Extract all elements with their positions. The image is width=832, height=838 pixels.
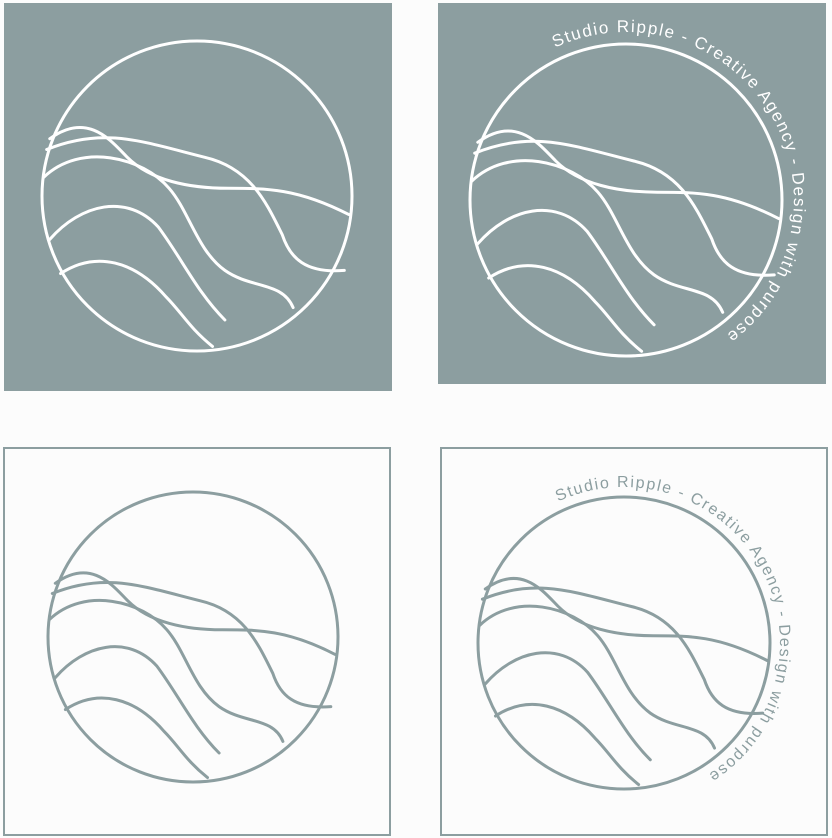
emblem-circle: [468, 42, 784, 358]
wave-lines-group: [470, 129, 781, 353]
wave-line-5: [59, 259, 214, 348]
wave-line-1: [53, 571, 337, 656]
wave-lines-group: [478, 576, 769, 787]
wave-line-3: [470, 159, 725, 314]
wave-emblem-svg: [40, 39, 354, 353]
emblem-circle: [46, 490, 340, 784]
wave-line-1: [48, 126, 351, 217]
wave-line-5: [63, 696, 209, 780]
wave-line-1: [476, 129, 781, 221]
wave-lines-group: [47, 571, 337, 780]
wave-line-4: [483, 651, 652, 762]
wave-emblem-svg: Studio Ripple - Creative Agency - Design…: [468, 17, 807, 358]
wave-line-3: [42, 155, 295, 310]
wave-line-4: [53, 645, 221, 755]
solid-logo-with-text-tile: Studio Ripple - Creative Agency - Design…: [438, 3, 826, 384]
wave-lines-group: [42, 126, 351, 348]
emblem-circle: [40, 39, 354, 353]
wave-line-2: [45, 136, 346, 273]
wave-emblem-svg: [46, 490, 340, 784]
emblem-circle: [476, 495, 772, 791]
wave-line-4: [48, 204, 227, 322]
wave-emblem-svg: Studio Ripple - Creative Agency - Design…: [476, 474, 791, 791]
wave-line-2: [50, 580, 333, 709]
wave-line-5: [494, 702, 641, 787]
wave-line-3: [47, 598, 285, 743]
solid-logo-mark-tile: [4, 3, 392, 391]
wave-line-2: [473, 139, 776, 277]
wave-line-1: [483, 576, 769, 662]
wave-line-3: [478, 604, 716, 750]
wave-line-5: [487, 264, 644, 353]
wave-line-2: [480, 586, 765, 715]
outline-logo-with-text-tile: Studio Ripple - Creative Agency - Design…: [440, 447, 828, 836]
wave-line-4: [476, 208, 656, 327]
outline-logo-mark-tile: [3, 447, 391, 836]
